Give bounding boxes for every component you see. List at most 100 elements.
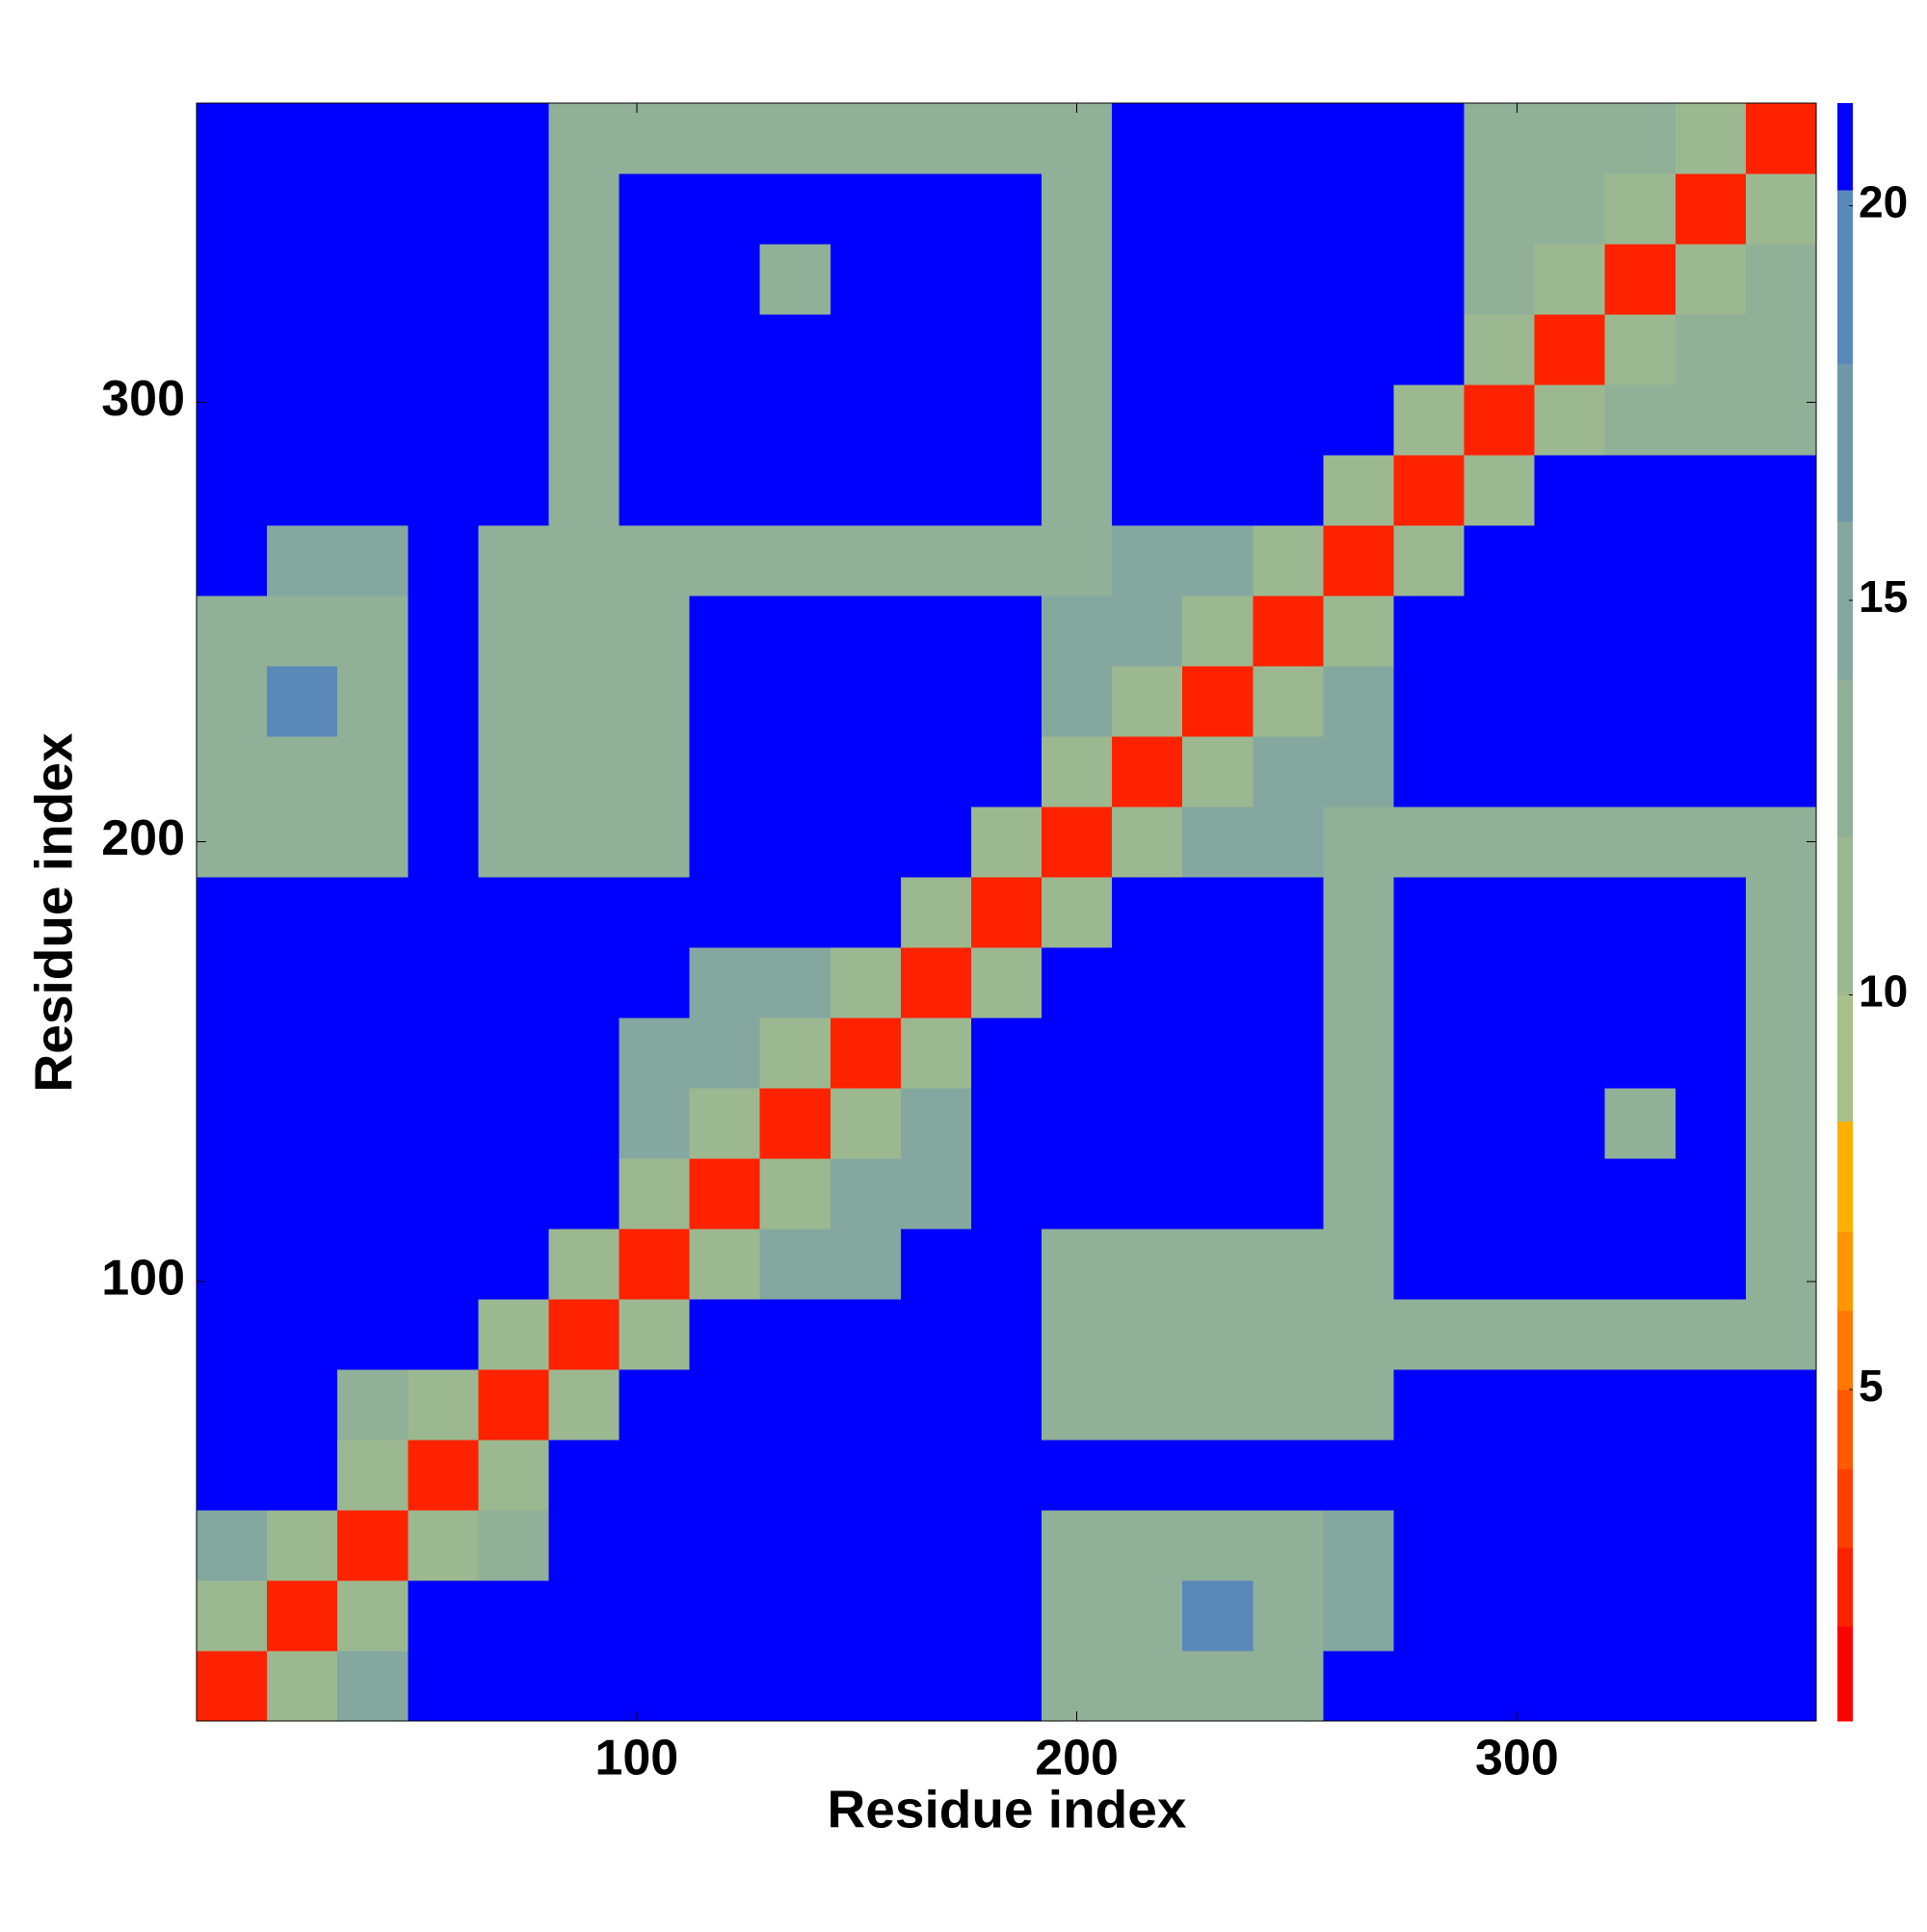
heatmap-cell [1393,1018,1465,1089]
heatmap-cell [197,244,268,315]
heatmap-cell [197,173,268,245]
heatmap-cell [478,807,549,878]
heatmap-cell [1604,1299,1676,1370]
heatmap-cell [830,384,902,456]
heatmap-cell [1042,525,1113,596]
heatmap-cell [548,1510,620,1581]
heatmap-cell [1182,455,1254,526]
heatmap-cell [830,595,902,667]
heatmap-cell [689,103,761,174]
heatmap-cell [267,384,338,456]
heatmap-cell [1042,1510,1113,1581]
heatmap-cell [1253,455,1324,526]
heatmap-cell [900,1651,972,1722]
heatmap-cell [1182,384,1254,456]
heatmap-cell [1042,1651,1113,1722]
heatmap-cell [1393,595,1465,667]
heatmap-cell [900,1299,972,1370]
heatmap-cell [1042,1229,1113,1300]
colorbar-tick-label: 5 [1859,1361,1884,1411]
heatmap-cell [408,1440,479,1511]
heatmap-cell [337,947,409,1019]
heatmap-cell [1604,1088,1676,1159]
heatmap-cell [197,1651,268,1722]
heatmap-cell [1534,314,1606,385]
heatmap-cell [1042,1018,1113,1089]
heatmap-cell [1464,1651,1536,1722]
y-tick-label: 200 [101,810,185,866]
heatmap-cell [759,1299,832,1370]
heatmap-cell [689,877,761,948]
heatmap-cell [1323,736,1394,807]
heatmap-cell [900,666,972,737]
heatmap-cell [1534,1299,1606,1370]
colorbar-segment [1837,994,1853,1123]
heatmap-cell [1534,384,1606,456]
colorbar-tick-label: 20 [1859,177,1908,227]
heatmap-cell [1534,1510,1606,1581]
heatmap-cell [1464,736,1536,807]
heatmap-cell [1112,314,1183,385]
heatmap-cell [408,1018,479,1089]
heatmap-cell [619,384,691,456]
heatmap-cell [1675,314,1747,385]
heatmap-cell [548,1158,620,1230]
heatmap-cell [759,877,832,948]
heatmap-cell [900,1440,972,1511]
heatmap-cell [1393,103,1465,174]
heatmap-cell [970,1088,1043,1159]
heatmap-cell [337,666,409,737]
heatmap-cell [267,525,338,596]
heatmap-cell [759,1229,832,1300]
heatmap-cell [1112,1229,1183,1300]
heatmap-cell [1464,947,1536,1019]
heatmap-cell [1534,1440,1606,1511]
heatmap-cell [1323,877,1394,948]
heatmap-cell [900,1369,972,1441]
heatmap-cell [970,1440,1043,1511]
heatmap-cell [1182,1229,1254,1300]
heatmap-cell [689,1229,761,1300]
heatmap-cell [689,1510,761,1581]
heatmap-cell [337,1299,409,1370]
heatmap [197,103,1817,1722]
heatmap-cell [1112,807,1183,878]
heatmap-cell [759,173,832,245]
heatmap-cell [1182,1369,1254,1441]
heatmap-cell [759,314,832,385]
heatmap-cell [197,736,268,807]
heatmap-cell [1675,1299,1747,1370]
heatmap-cell [1042,455,1113,526]
heatmap-cell [548,1229,620,1300]
heatmap-cell [900,807,972,878]
heatmap-cell [900,244,972,315]
heatmap-cell [830,736,902,807]
heatmap-cell [197,1510,268,1581]
heatmap-cell [1323,1018,1394,1089]
heatmap-cell [1393,1088,1465,1159]
heatmap-cell [619,595,691,667]
heatmap-cell [548,877,620,948]
heatmap-cell [1112,1369,1183,1441]
heatmap-cell [1464,1580,1536,1652]
heatmap-cell [337,244,409,315]
heatmap-cell [408,1088,479,1159]
heatmap-cell [1675,947,1747,1019]
heatmap-cell [1534,1088,1606,1159]
heatmap-cell [1675,1369,1747,1441]
heatmap-cell [1112,525,1183,596]
heatmap-cell [619,1580,691,1652]
heatmap-cell [759,455,832,526]
heatmap-cell [900,173,972,245]
heatmap-cell [478,314,549,385]
heatmap-cell [830,947,902,1019]
heatmap-cell [1042,1440,1113,1511]
heatmap-cell [1534,877,1606,948]
heatmap-cell [1112,947,1183,1019]
heatmap-cell [900,947,972,1019]
heatmap-cell [1604,736,1676,807]
heatmap-cell [1323,173,1394,245]
heatmap-cell [689,1369,761,1441]
heatmap-cell [1675,244,1747,315]
